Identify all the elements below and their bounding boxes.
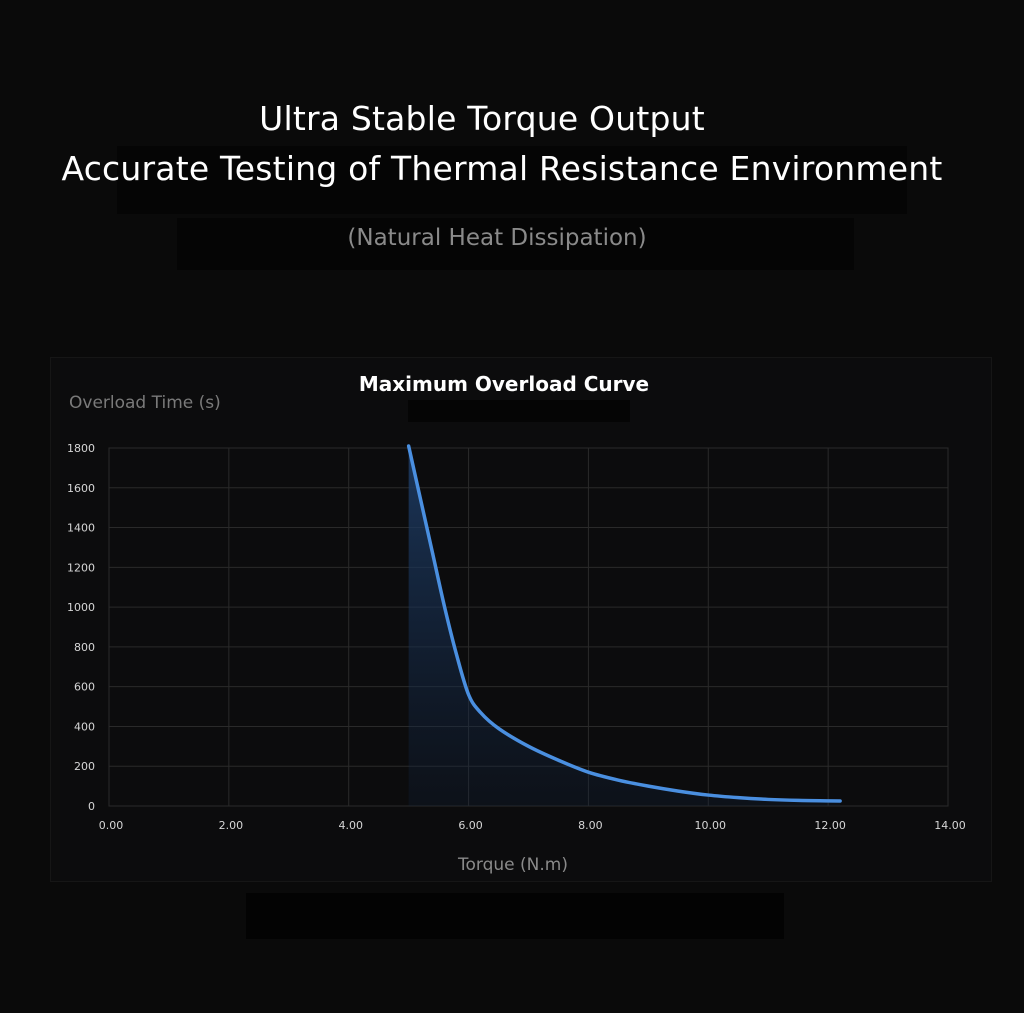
y-tick-label: 0	[88, 800, 95, 813]
x-tick-label: 8.00	[578, 819, 603, 832]
y-tick-label: 1400	[67, 522, 95, 535]
chart-title-shade-bar	[408, 400, 630, 422]
x-tick-label: 6.00	[458, 819, 483, 832]
y-tick-label: 600	[74, 681, 95, 694]
x-tick-label: 14.00	[934, 819, 966, 832]
title-shade-bar	[117, 146, 907, 214]
x-tick-label: 4.00	[338, 819, 363, 832]
bottom-shade-bar	[246, 893, 784, 939]
page-title-line1: Ultra Stable Torque Output	[259, 99, 705, 138]
x-tick-label: 2.00	[219, 819, 244, 832]
y-tick-label: 200	[74, 760, 95, 773]
x-tick-label: 12.00	[814, 819, 846, 832]
y-axis-label: Overload Time (s)	[69, 393, 221, 413]
y-tick-label: 1800	[67, 442, 95, 455]
overload-area-fill	[408, 446, 841, 806]
y-tick-label: 1600	[67, 482, 95, 495]
chart-title: Maximum Overload Curve	[358, 372, 650, 396]
y-tick-label: 800	[74, 641, 95, 654]
page-title-line2: Accurate Testing of Thermal Resistance E…	[61, 149, 943, 188]
overload-curve-line	[406, 444, 842, 803]
y-tick-label: 1200	[67, 561, 95, 574]
page-subtitle: (Natural Heat Dissipation)	[347, 225, 647, 251]
x-tick-label: 10.00	[695, 819, 727, 832]
y-tick-label: 1000	[67, 601, 95, 614]
x-tick-label: 0.00	[99, 819, 124, 832]
y-tick-label: 400	[74, 720, 95, 733]
x-axis-label: Torque (N.m)	[458, 855, 568, 875]
subtitle-shade-bar	[177, 218, 854, 270]
